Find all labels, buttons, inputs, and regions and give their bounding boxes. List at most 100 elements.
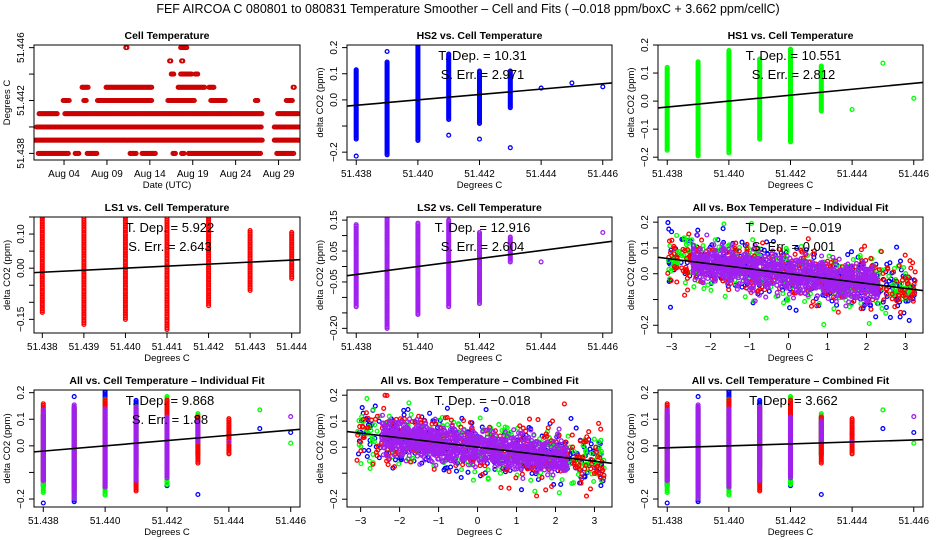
y-tick-label: 0.2: [640, 38, 651, 52]
data-point-HS1: [667, 243, 673, 249]
data-point-HS2: [894, 244, 900, 250]
data-point-LS2: [814, 279, 820, 285]
x-axis-label: Degrees C: [768, 353, 814, 364]
data-point-LS1: [851, 298, 857, 304]
fit-line: [347, 240, 612, 277]
data-point-LS1: [744, 241, 750, 247]
data-point-LS2: [819, 259, 826, 265]
y-tick-label: 0.1: [329, 66, 340, 80]
data-point-LS1: [665, 270, 671, 276]
fit-annotation: S. Err. = 2.971: [441, 67, 524, 82]
data-point-LS1: [894, 298, 900, 304]
fit-line: [658, 256, 923, 292]
data-point-LS1: [912, 269, 918, 275]
x-tick-label: −3: [666, 342, 678, 353]
data-point: [40, 212, 44, 216]
data-point-HS2: [873, 314, 879, 320]
x-tick-label: 51.446: [587, 169, 618, 180]
data-point-LS2: [735, 283, 741, 289]
data-point-LS2: [742, 252, 748, 258]
y-axis-label: delta CO2 (ppm): [315, 67, 326, 137]
data-point: [476, 68, 483, 74]
data-point-HS2: [666, 226, 672, 232]
data-point-LS2: [838, 267, 844, 273]
data-point-HS2: [709, 242, 715, 248]
data-point-LS2: [723, 255, 729, 261]
data-point-LS1: [805, 236, 811, 242]
data-point-LS2: [746, 268, 752, 275]
data-point-LS1: [726, 287, 732, 293]
data-point-LS2: [774, 282, 780, 288]
y-tick-label: 0.2: [329, 40, 340, 54]
data-point-HS1: [705, 282, 711, 288]
data-point: [247, 228, 253, 234]
data-point-LS2: [866, 300, 872, 306]
panel-p7: All vs. Cell Temperature – Individual Fi…: [2, 375, 306, 538]
data-point-LS2: [774, 290, 780, 296]
data-point-LS2: [693, 269, 699, 275]
data-point-LS1: [862, 243, 868, 249]
data-point-LS2: [743, 258, 749, 265]
data-point-HS2: [880, 299, 886, 305]
panel-title: All vs. Box Temperature – Individual Fit: [693, 202, 889, 214]
data-point-HS2: [794, 245, 800, 251]
data-point-LS2: [796, 283, 802, 289]
data-point-LS2: [723, 277, 729, 283]
data-point-LS1: [868, 306, 874, 312]
x-tick-label: −2: [705, 342, 717, 353]
data-point-HS2: [102, 390, 108, 394]
data-point: [353, 222, 359, 228]
data-point-LS2: [729, 242, 735, 248]
plot-area: [658, 220, 923, 328]
x-tick-label: 51.443: [235, 342, 266, 353]
y-axis-label: delta CO2 (ppm): [2, 240, 13, 310]
panel-title: LS2 vs. Cell Temperature: [417, 202, 542, 214]
data-point-LS2: [784, 264, 790, 270]
data-point-HS1: [691, 284, 697, 290]
data-point-LS2: [798, 276, 804, 283]
data-point: [726, 48, 732, 54]
data-point-LS2: [731, 273, 737, 279]
data-point-HS1: [722, 293, 728, 299]
cell-temp-point: [85, 84, 91, 90]
x-axis-label: Degrees C: [768, 180, 814, 191]
plot-area: [347, 45, 612, 159]
data-point-LS1: [894, 278, 900, 284]
data-point: [81, 217, 87, 222]
data-point-LS1: [760, 240, 766, 246]
x-tick-label: 51.438: [652, 169, 683, 180]
data-point-LS2: [818, 283, 824, 289]
x-tick-label: 51.444: [837, 169, 868, 180]
data-point-LS2: [814, 293, 820, 299]
fit-line: [658, 81, 923, 109]
cell-temp-point: [295, 137, 300, 143]
data-point-LS1: [910, 291, 916, 297]
data-point-HS1: [701, 286, 707, 292]
cell-temp-point: [124, 45, 130, 51]
data-point: [289, 229, 295, 235]
data-point: [415, 45, 421, 49]
data-point-LS2: [863, 268, 869, 274]
y-tick-label: 51.438: [16, 138, 27, 169]
data-point-LS1: [885, 266, 891, 272]
cell-temp-point: [94, 150, 100, 156]
data-point-HS2: [860, 305, 866, 311]
data-point-HS2: [766, 288, 772, 294]
data-point-LS2: [789, 265, 795, 271]
data-point-HS1: [742, 294, 748, 300]
data-point-LS1: [666, 238, 673, 244]
x-tick-label: Aug 29: [263, 169, 295, 180]
y-tick-label: 0.1: [640, 66, 651, 80]
cell-temp-point: [83, 97, 89, 104]
panel-title: Cell Temperature: [125, 30, 210, 42]
data-point-LS2: [857, 279, 863, 285]
x-tick-label: 1: [825, 342, 831, 353]
data-point-HS1: [683, 242, 689, 248]
data-point-LS2: [719, 241, 725, 247]
data-point-LS1: [671, 243, 677, 249]
data-point-LS1: [883, 286, 889, 292]
cell-temp-point: [258, 124, 264, 130]
data-point-LS1: [810, 251, 816, 257]
cell-temp-point: [54, 111, 60, 117]
